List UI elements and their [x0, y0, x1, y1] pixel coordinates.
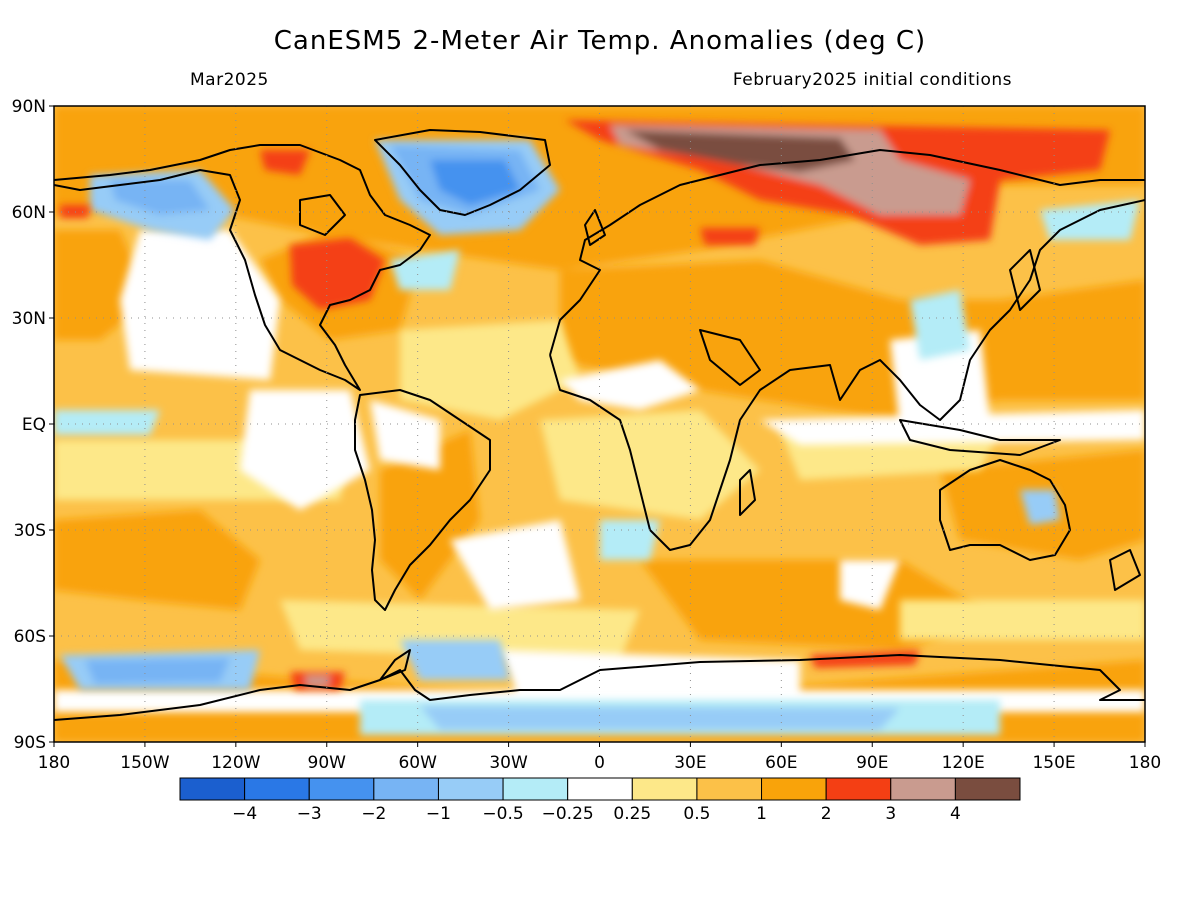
valid-month-label: Mar2025: [190, 70, 269, 90]
colorbar-label: −0.5: [482, 804, 523, 824]
lat-tick-label: 60N: [12, 203, 46, 223]
colorbar-swatch: [954, 777, 1021, 801]
colorbar-swatch: [244, 777, 310, 801]
colorbar-label: −2: [361, 804, 386, 824]
lon-tick-label: 180: [1129, 753, 1161, 773]
alaska-cold-inner: [110, 180, 210, 215]
lon-tick-label: 0: [594, 753, 605, 773]
colorbar-label: 0.25: [613, 804, 651, 824]
north-america-warm: [290, 238, 385, 310]
lon-tick-label: 150W: [120, 753, 169, 773]
lat-tick-label: 60S: [14, 627, 46, 647]
madagascar-coast: [739, 469, 756, 516]
longitude-axis: 180 150W 120W 90W 60W 30W 0 30E 60E 90E 120E 150E 18…: [38, 742, 1161, 773]
colorbar-label: 3: [885, 804, 896, 824]
colorbar-swatch: [502, 777, 569, 801]
colorbar-label: 4: [950, 804, 961, 824]
lon-tick-label: 90E: [856, 753, 888, 773]
antarctica-coast: [54, 654, 1145, 721]
canada-arctic-warm: [260, 150, 310, 175]
mild-areas: [54, 320, 1145, 660]
colorbar-swatch: [567, 777, 633, 801]
lon-tick-label: 180: [38, 753, 70, 773]
australia-coast: [939, 459, 1071, 561]
southern-ocean-cold-inner: [85, 658, 230, 684]
colorbar-swatch: [631, 777, 698, 801]
lat-tick-label: 90S: [14, 733, 46, 753]
hot-areas: [60, 120, 1110, 690]
east-asia-cool: [910, 290, 970, 360]
colorbar-label: 1: [756, 804, 767, 824]
colorbar-swatch: [179, 777, 246, 801]
new-zealand-coast: [1109, 549, 1141, 591]
graticule: [54, 106, 1145, 742]
colorbar-swatch: [308, 777, 375, 801]
greenland-cold-core: [430, 160, 520, 205]
south-atlantic-cool: [600, 520, 660, 560]
colorbar: −4 −3 −2 −1 −0.5 −0.25 0.25 0.5 1 2 3 4: [179, 777, 1021, 824]
colorbar-swatch: [825, 777, 892, 801]
lon-tick-label: 30W: [489, 753, 528, 773]
init-conditions-label: February2025 initial conditions: [732, 70, 1012, 90]
antarctic-coast-warm-core: [305, 676, 330, 686]
lon-tick-label: 120W: [211, 753, 260, 773]
colorbar-label: −1: [426, 804, 451, 824]
north-america-coast: [54, 144, 431, 391]
lon-tick-label: 90W: [308, 753, 347, 773]
colorbar-swatch: [761, 777, 827, 801]
indonesia-coast: [899, 419, 1061, 456]
europe-warm-1: [700, 228, 760, 245]
lat-tick-label: 30N: [12, 309, 46, 329]
cold-areas: [54, 140, 1140, 735]
map-field: [54, 106, 1145, 742]
colorbar-label: −4: [232, 804, 257, 824]
far-east-cool: [1040, 200, 1140, 240]
uk-coast: [584, 209, 606, 246]
lat-tick-label: 30S: [14, 521, 46, 541]
colorbar-swatch: [890, 777, 956, 801]
colorbar-label: −0.25: [542, 804, 594, 824]
greenland-coast: [374, 129, 551, 216]
australia-cool: [1020, 490, 1060, 525]
colorbar-swatch: [696, 777, 763, 801]
latitude-axis: 90N 60N 30N EQ 30S 60S 90S: [12, 97, 54, 753]
lon-tick-label: 150E: [1032, 753, 1075, 773]
lon-tick-label: 60W: [398, 753, 437, 773]
lon-tick-label: 120E: [942, 753, 985, 773]
colorbar-label: −3: [297, 804, 322, 824]
japan-coast: [1009, 249, 1041, 311]
hudson-bay: [299, 194, 346, 236]
colorbar-swatch: [437, 777, 504, 801]
lon-tick-label: 30E: [674, 753, 706, 773]
colorbar-label: 2: [821, 804, 832, 824]
colorbar-label: 0.5: [683, 804, 710, 824]
weddell-cold: [400, 640, 510, 680]
chart-title: CanESM5 2-Meter Air Temp. Anomalies (deg…: [273, 26, 927, 56]
lon-tick-label: 60E: [765, 753, 797, 773]
arabia-coast: [699, 329, 761, 386]
colorbar-swatch: [373, 777, 439, 801]
south-america-coast: [354, 389, 491, 611]
antarctic-peninsula: [379, 649, 411, 681]
antarctic-interior-cool: [420, 706, 900, 730]
coastlines: [54, 129, 1145, 721]
pacific-tropical-cool: [54, 410, 160, 435]
africa-europe-asia-coast: [549, 149, 1145, 551]
lat-tick-label: EQ: [22, 415, 46, 435]
lat-tick-label: 90N: [12, 97, 46, 117]
